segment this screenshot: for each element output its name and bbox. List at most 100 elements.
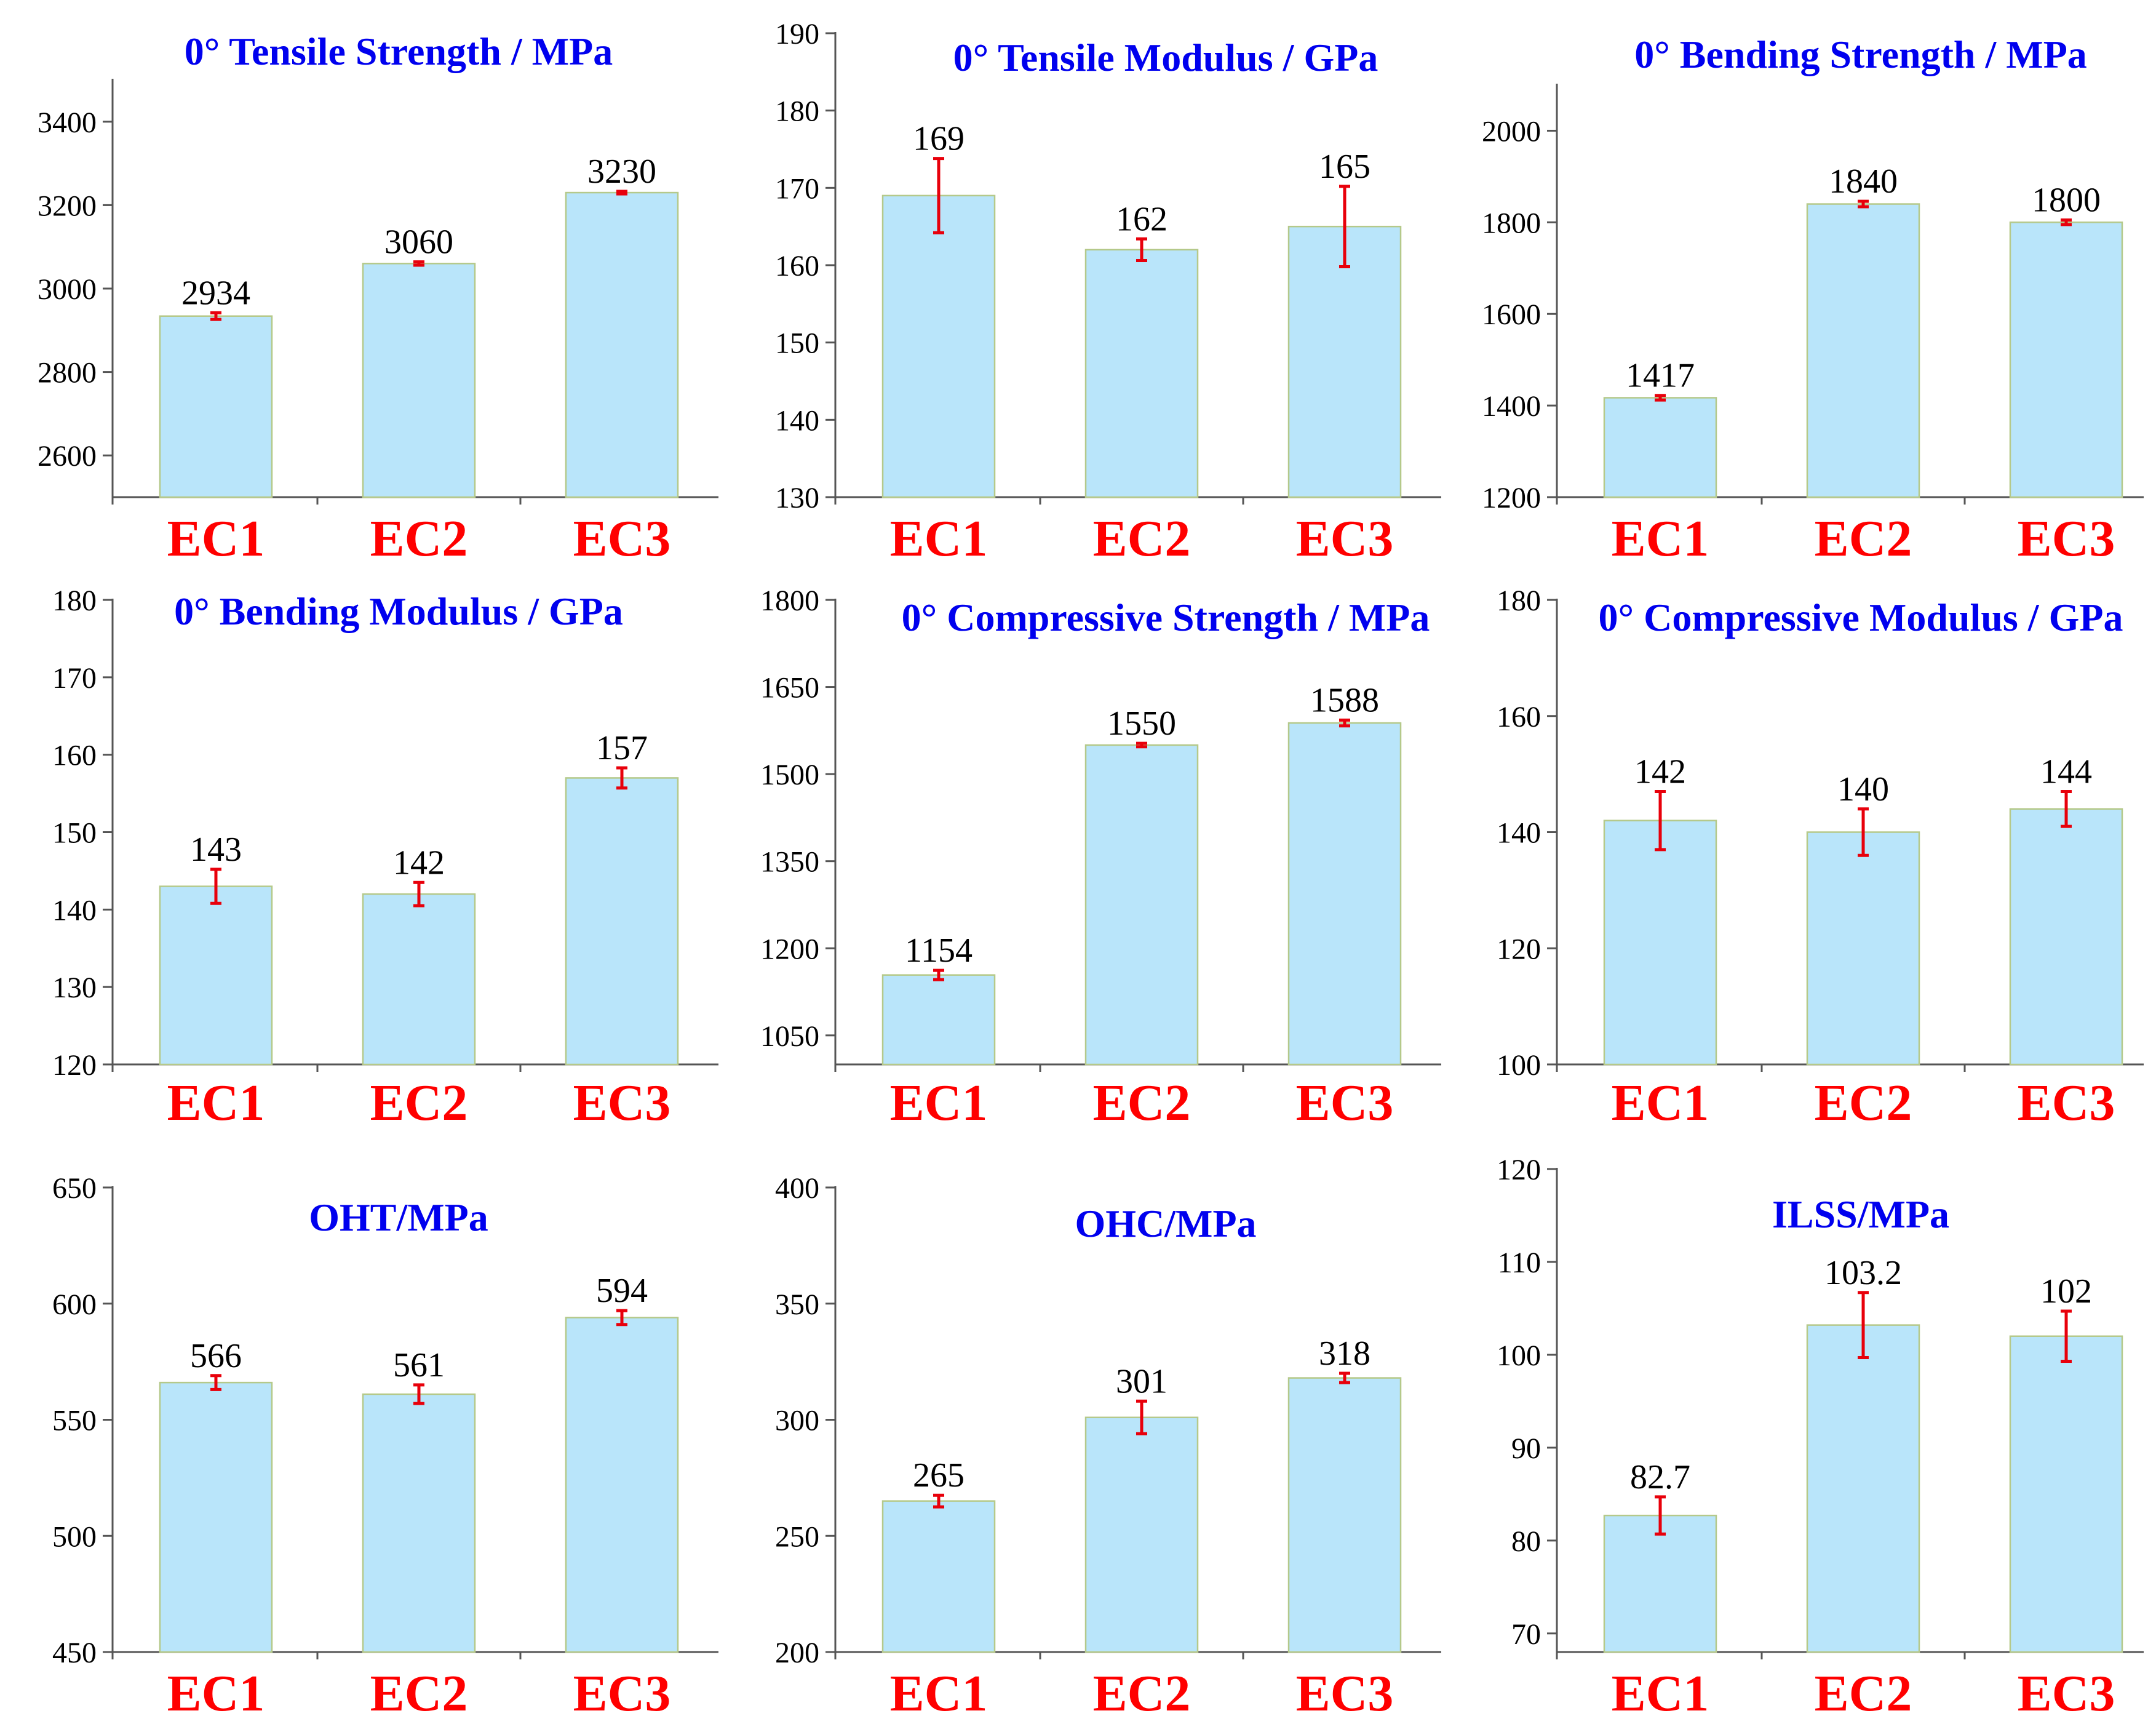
x-tick-label: EC2 [1815, 1665, 1912, 1722]
error-bar [933, 968, 944, 981]
x-tick-label: EC3 [573, 1665, 671, 1722]
data-label: 144 [2040, 752, 2092, 791]
error-bar [1655, 394, 1666, 402]
error-bar [210, 1374, 221, 1391]
error-bar [2061, 1309, 2072, 1363]
chart-panel-9: ILSS/MPa 70 80 90 100 110 120 82.7 EC1 103.2 EC2 10… [1497, 1154, 2144, 1722]
error-bar [616, 1309, 627, 1327]
y-tick-label: 150 [52, 817, 97, 850]
x-tick-label: EC2 [370, 1074, 468, 1131]
y-tick-label: 130 [775, 482, 819, 514]
y-tick-label: 180 [1497, 585, 1541, 617]
x-tick-label: EC3 [2018, 510, 2115, 567]
bar-ec3 [2009, 808, 2123, 1066]
error-bar [1136, 741, 1147, 749]
y-tick-label: 170 [52, 662, 97, 695]
panel-title: 0° Compressive Modulus / GPa [1599, 596, 2123, 639]
error-bar [616, 766, 627, 790]
data-label: 2934 [181, 274, 250, 312]
panel-title: OHC/MPa [1075, 1202, 1256, 1245]
y-tick-label: 300 [775, 1405, 819, 1437]
x-tick-label: EC1 [1612, 510, 1709, 567]
error-bar [616, 190, 627, 196]
data-label: 3060 [384, 223, 453, 261]
x-tick-label: EC1 [167, 510, 265, 567]
data-label: 1800 [2032, 182, 2101, 220]
error-bar [1858, 199, 1869, 209]
y-tick-label: 2800 [38, 357, 97, 389]
data-label: 103.2 [1824, 1254, 1902, 1292]
bar-ec2 [362, 263, 476, 498]
bar-ec1 [1603, 397, 1717, 498]
panel-title: 0° Bending Strength / MPa [1634, 33, 2087, 76]
x-tick-label: EC1 [1612, 1074, 1709, 1131]
data-label: 566 [190, 1337, 242, 1375]
x-tick-label: EC1 [890, 1074, 988, 1131]
bar-ec1 [1603, 1514, 1717, 1653]
panel-title: ILSS/MPa [1772, 1192, 1949, 1236]
data-label: 142 [1634, 752, 1686, 791]
bar-ec3 [565, 191, 679, 498]
error-bar [2061, 218, 2072, 226]
y-tick-label: 3400 [38, 106, 97, 139]
error-bar [1339, 185, 1350, 269]
bar-ec1 [881, 1500, 996, 1653]
data-label: 301 [1116, 1362, 1168, 1400]
y-tick-label: 1500 [760, 759, 819, 791]
y-tick-label: 1650 [760, 672, 819, 704]
chart-panel-1: 0° Tensile Strength / MPa 2600 2800 3000 320… [38, 30, 718, 567]
bar-ec2 [1084, 249, 1199, 498]
error-bar [933, 1493, 944, 1509]
y-tick-label: 250 [775, 1520, 819, 1553]
x-tick-label: EC2 [370, 510, 468, 567]
chart-panel-2: 0° Tensile Modulus / GPa 130 140 150 160 170 1… [775, 18, 1441, 567]
y-tick-label: 1200 [1482, 482, 1541, 514]
bar-ec2 [1806, 203, 1920, 498]
error-bar [1136, 237, 1147, 262]
error-bar [1655, 1495, 1666, 1536]
bar-ec3 [565, 777, 679, 1066]
data-label: 1550 [1107, 704, 1176, 743]
x-tick-label: EC1 [167, 1074, 265, 1131]
data-label: 265 [913, 1456, 965, 1495]
chart-panel-6: 0° Compressive Modulus / GPa 100 120 140 160… [1497, 585, 2144, 1131]
error-bar [413, 880, 424, 908]
y-tick-label: 2600 [38, 440, 97, 473]
data-label: 82.7 [1630, 1458, 1690, 1496]
y-tick-label: 120 [52, 1049, 97, 1082]
data-label: 142 [393, 844, 445, 882]
x-tick-label: EC3 [1296, 1665, 1394, 1722]
bar-ec1 [1603, 820, 1717, 1066]
data-label: 594 [596, 1272, 648, 1310]
y-tick-label: 70 [1511, 1618, 1541, 1651]
y-tick-label: 170 [775, 172, 819, 205]
x-tick-label: EC1 [890, 510, 988, 567]
chart-panel-5: 0° Compressive Strength / MPa 1050 1200 135… [760, 585, 1441, 1131]
data-label: 102 [2040, 1272, 2092, 1311]
y-tick-label: 3000 [38, 273, 97, 306]
panel-title: 0° Compressive Strength / MPa [902, 596, 1430, 639]
x-tick-label: EC3 [1296, 510, 1394, 567]
x-tick-label: EC2 [1815, 1074, 1912, 1131]
y-tick-label: 1050 [760, 1020, 819, 1053]
bar-ec3 [1287, 1377, 1402, 1653]
y-tick-label: 80 [1511, 1525, 1541, 1558]
bar-ec1 [159, 885, 273, 1066]
y-tick-label: 160 [775, 250, 819, 282]
bar-ec2 [1806, 831, 1920, 1066]
bar-ec2 [1084, 1416, 1199, 1653]
x-tick-label: EC3 [2018, 1074, 2115, 1131]
error-bar [2061, 789, 2072, 828]
x-tick-label: EC1 [890, 1665, 988, 1722]
x-tick-label: EC2 [1093, 1074, 1191, 1131]
data-label: 1417 [1626, 357, 1695, 395]
y-tick-label: 500 [52, 1520, 97, 1553]
error-bar [413, 1383, 424, 1405]
error-bar [933, 157, 944, 234]
y-tick-label: 1350 [760, 846, 819, 879]
y-tick-label: 100 [1497, 1049, 1541, 1082]
y-tick-label: 120 [1497, 1154, 1541, 1186]
chart-panel-3: 0° Bending Strength / MPa 1200 1400 1600 180… [1482, 33, 2144, 567]
y-tick-label: 160 [1497, 701, 1541, 733]
x-tick-label: EC1 [1612, 1665, 1709, 1722]
